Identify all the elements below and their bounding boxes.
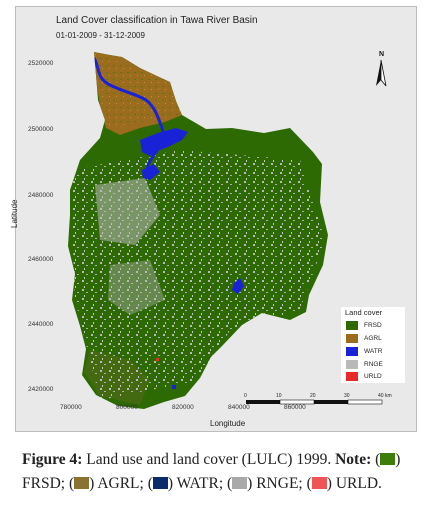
legend-label: WATR	[364, 348, 383, 355]
north-label: N	[379, 51, 385, 58]
legend-swatch	[346, 372, 358, 381]
caption-swatch	[232, 477, 248, 489]
y-tick-label: 2500000	[28, 126, 54, 133]
scale-label: 10	[276, 393, 282, 399]
y-axis-label: Latitude	[10, 199, 19, 228]
caption-item-label: FRSD	[22, 475, 61, 492]
rangeland-patch	[95, 178, 160, 245]
legend-swatch	[346, 360, 358, 369]
legend-label: AGRL	[364, 335, 382, 342]
water-body	[172, 385, 176, 389]
legend-label: URLD	[364, 373, 382, 380]
x-tick-label: 840000	[228, 404, 250, 411]
x-tick-label: 780000	[60, 404, 82, 411]
x-axis-label: Longitude	[210, 419, 246, 428]
north-arrow-icon	[376, 59, 387, 87]
legend-item: WATR	[346, 346, 382, 357]
caption-swatch	[152, 477, 168, 489]
reservoir	[140, 128, 188, 156]
caption-item-label: RNGE	[256, 475, 299, 492]
scale-bar	[246, 399, 383, 405]
legend-item: AGRL	[346, 333, 382, 344]
rangeland-patch	[108, 260, 165, 315]
note-label: Note:	[335, 451, 372, 468]
y-tick-label: 2420000	[28, 386, 54, 393]
map-title: Land Cover classification in Tawa River …	[56, 15, 258, 26]
water-body	[142, 164, 160, 180]
map-date-range: 01-01-2009 - 31-12-2009	[56, 31, 145, 40]
caption-text: Land use and land cover (LULC) 1999.	[82, 451, 336, 468]
water-body	[232, 278, 244, 294]
legend-title: Land cover	[345, 308, 383, 317]
caption-item-label: AGRL	[97, 475, 140, 492]
caption-swatch	[74, 477, 90, 489]
caption-item-label: WATR	[176, 475, 219, 492]
river	[92, 57, 165, 177]
scale-label: 40 km	[378, 393, 392, 399]
x-tick-label: 860000	[284, 404, 306, 411]
x-tick-label: 800000	[116, 404, 138, 411]
agriculture-texture	[94, 52, 182, 128]
urban-patch	[156, 358, 159, 361]
map-legend: Land cover FRSD AGRL WATR RNGE URLD	[341, 307, 405, 383]
caption-swatch	[311, 477, 327, 489]
scale-label: 0	[244, 393, 247, 399]
legend-item: URLD	[346, 371, 382, 382]
legend-swatch	[346, 321, 358, 330]
figure-label: Figure 4:	[22, 451, 83, 468]
legend-item: RNGE	[346, 359, 383, 370]
scale-label: 20	[310, 393, 316, 399]
caption-swatch	[380, 453, 396, 465]
y-tick-label: 2460000	[28, 256, 54, 263]
legend-swatch	[346, 334, 358, 343]
legend-label: RNGE	[364, 361, 383, 368]
legend-swatch	[346, 347, 358, 356]
x-tick-label: 820000	[172, 404, 194, 411]
legend-item: FRSD	[346, 320, 382, 331]
y-tick-label: 2440000	[28, 321, 54, 328]
scale-label: 30	[344, 393, 350, 399]
figure-caption: Figure 4: Land use and land cover (LULC)…	[22, 451, 401, 492]
y-tick-label: 2520000	[28, 60, 54, 67]
y-tick-label: 2480000	[28, 192, 54, 199]
caption-item-label: URLD	[335, 475, 379, 492]
legend-label: FRSD	[364, 322, 382, 329]
